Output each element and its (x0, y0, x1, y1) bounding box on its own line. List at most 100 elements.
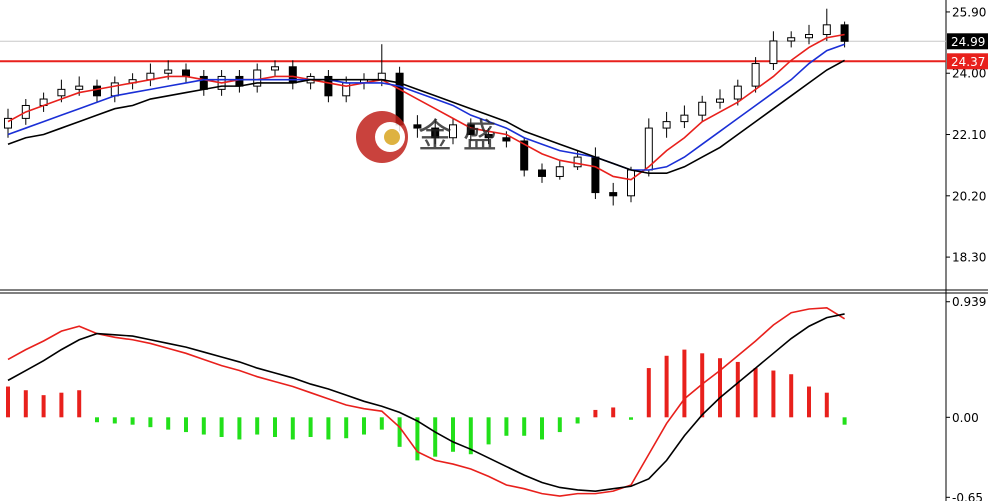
histogram-bar (308, 417, 313, 437)
line (7, 59, 845, 175)
watermark: 金 盛 (418, 117, 497, 157)
histogram-bar (789, 374, 794, 418)
histogram-bar (184, 417, 188, 433)
histogram-bar (397, 417, 402, 447)
candle-body (538, 169, 546, 177)
candle-body (680, 114, 689, 123)
histogram-bar (219, 417, 224, 437)
histogram-bar (504, 417, 509, 436)
histogram-bar (201, 417, 206, 435)
histogram-bar (842, 417, 847, 425)
histogram-bar (753, 368, 758, 418)
candle-body (751, 63, 760, 87)
histogram-bar (486, 417, 491, 445)
histogram-bar (379, 417, 384, 430)
candle-body (555, 166, 564, 177)
histogram-bar (646, 368, 651, 418)
candle-body (253, 69, 262, 87)
candle-body (769, 40, 778, 65)
candle-body (520, 140, 529, 171)
candle-body (822, 24, 831, 36)
price-box (947, 53, 988, 70)
watermark-logo (356, 111, 408, 163)
histogram-bar (290, 417, 295, 440)
histogram-bar (6, 386, 10, 418)
candle-body (110, 82, 119, 97)
candle-body (324, 75, 333, 97)
candle-body (199, 75, 208, 90)
histogram-bar (682, 349, 687, 418)
histogram-bar (557, 417, 562, 433)
histogram-bar (807, 386, 811, 418)
histogram-bar (95, 417, 99, 423)
histogram-bar (77, 390, 82, 418)
histogram-bar (112, 417, 117, 424)
y-tick-label: 25.90 (952, 5, 986, 19)
candle-body (235, 75, 244, 87)
price-box (947, 33, 988, 50)
candle-body (93, 85, 101, 97)
histogram-bar (593, 409, 598, 418)
candle-body (466, 124, 475, 136)
y-tick-label: 0.939 (952, 295, 986, 309)
candle-body (164, 69, 173, 74)
histogram-bar (255, 417, 260, 435)
histogram-bar (59, 392, 64, 418)
price-label: 24.99 (951, 35, 985, 49)
histogram-bar (130, 417, 135, 425)
histogram-bar (362, 417, 366, 435)
histogram-bar (771, 370, 776, 418)
histogram-bar (344, 417, 349, 439)
candle-body (573, 156, 582, 168)
histogram-bar (700, 353, 705, 418)
histogram-bar (433, 417, 438, 457)
candle-body (4, 117, 12, 129)
histogram-bar (23, 390, 28, 418)
histogram-bar (468, 417, 473, 455)
candle-body (75, 85, 84, 90)
candle-body (484, 134, 493, 139)
histogram-bar (326, 417, 331, 440)
histogram-bar (522, 417, 527, 436)
line (7, 33, 845, 181)
line (7, 313, 845, 492)
histogram-bar (575, 417, 580, 424)
candle-body (716, 98, 724, 103)
candle-body (57, 88, 66, 97)
histogram-bar (824, 392, 829, 418)
y-tick-label: 18.30 (952, 251, 986, 265)
price-label: 24.37 (951, 55, 985, 69)
candle-body (342, 82, 351, 97)
candle-body (182, 69, 190, 77)
histogram-bar (415, 417, 420, 461)
histogram-bar (237, 417, 242, 440)
histogram-bar (540, 417, 544, 440)
y-tick-label: 0.00 (952, 411, 979, 425)
candle-body (413, 124, 422, 129)
candle-body (805, 34, 813, 39)
histogram-bar (41, 395, 46, 418)
histogram-bar (148, 417, 153, 428)
histogram-bar (273, 417, 277, 437)
candle-body (662, 121, 671, 129)
candle-body (271, 66, 279, 71)
line (7, 306, 846, 497)
histogram-bar (611, 407, 616, 418)
histogram-bar (166, 417, 171, 430)
histogram-bar (451, 417, 455, 452)
histogram-bar (718, 358, 722, 418)
candle-body (431, 127, 440, 139)
candle-body (733, 85, 742, 100)
candle-body (840, 24, 849, 42)
candle-body (627, 169, 635, 197)
candle-body (288, 66, 297, 84)
histogram-bar (664, 355, 669, 418)
candle-body (377, 72, 386, 81)
line (7, 43, 845, 171)
histogram-bar (629, 417, 633, 420)
histogram-bar (735, 361, 740, 418)
candle-body (449, 124, 457, 139)
candle-body (698, 101, 707, 116)
